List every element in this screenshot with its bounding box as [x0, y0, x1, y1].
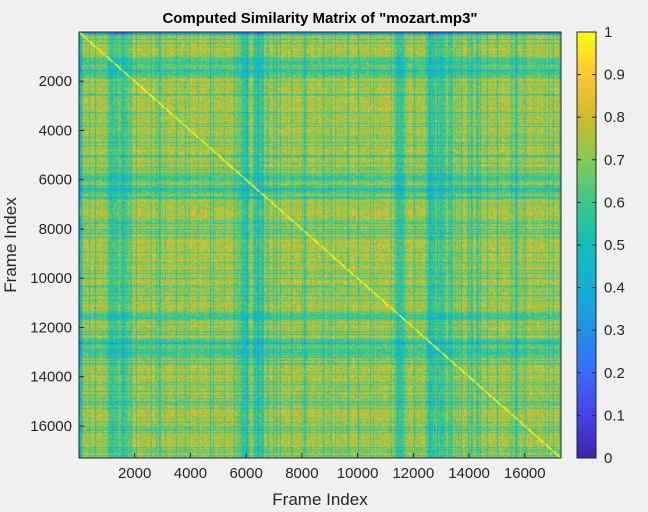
colorbar-tick-label: 1 — [604, 24, 612, 41]
x-tick-label: 14000 — [448, 465, 490, 482]
y-axis: 2000 4000 6000 8000 10000 12000 14000 16000 — [30, 73, 84, 435]
colorbar-tick-label: 0.4 — [604, 280, 625, 297]
colorbar-tick-label: 0.1 — [604, 407, 625, 424]
y-tick-label: 12000 — [30, 319, 72, 336]
colorbar-tick-label: 0.2 — [604, 365, 625, 382]
x-tick-label: 16000 — [504, 465, 546, 482]
x-tick-label: 4000 — [174, 465, 207, 482]
x-axis: 2000 4000 6000 8000 10000 12000 14000 16000 — [118, 453, 546, 482]
y-axis-label: Frame Index — [1, 197, 20, 293]
y-tick-label: 6000 — [39, 172, 72, 189]
colorbar-tick-label: 0.7 — [604, 152, 625, 169]
similarity-heatmap — [79, 32, 561, 458]
x-tick-label: 12000 — [392, 465, 434, 482]
colorbar-ticks: 0 0.1 0.2 0.3 0.4 0.5 0.6 0.7 0.8 0.9 1 — [577, 24, 625, 467]
chart-title: Computed Similarity Matrix of "mozart.mp… — [162, 10, 477, 27]
y-tick-label: 8000 — [39, 221, 72, 238]
x-tick-label: 10000 — [337, 465, 379, 482]
x-tick-label: 8000 — [285, 465, 318, 482]
y-tick-label: 16000 — [30, 418, 72, 435]
colorbar-tick-label: 0.3 — [604, 322, 625, 339]
x-axis-label: Frame Index — [272, 490, 368, 509]
plot-area — [78, 31, 562, 459]
y-tick-label: 10000 — [30, 270, 72, 287]
x-tick-label: 6000 — [229, 465, 262, 482]
colorbar-gradient — [577, 32, 596, 458]
x-tick-label: 2000 — [118, 465, 151, 482]
colorbar-tick-label: 0.6 — [604, 194, 625, 211]
colorbar: 0 0.1 0.2 0.3 0.4 0.5 0.6 0.7 0.8 0.9 1 — [576, 24, 625, 467]
colorbar-tick-label: 0.5 — [604, 237, 625, 254]
y-tick-label: 2000 — [39, 73, 72, 90]
y-tick-label: 4000 — [39, 122, 72, 139]
plot-frame — [78, 31, 562, 459]
colorbar-tick-label: 0.9 — [604, 67, 625, 84]
colorbar-tick-label: 0 — [604, 450, 612, 467]
y-tick-label: 14000 — [30, 369, 72, 386]
colorbar-tick-label: 0.8 — [604, 109, 625, 126]
